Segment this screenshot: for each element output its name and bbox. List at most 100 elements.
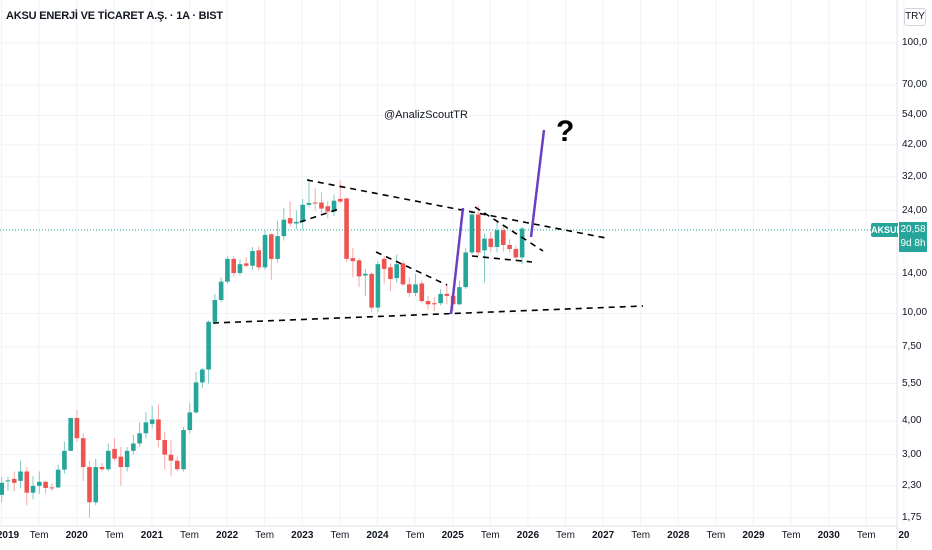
candle-body xyxy=(488,238,494,247)
time-tick-label: Tem xyxy=(480,530,500,541)
candle-body xyxy=(137,433,142,444)
candle xyxy=(74,409,80,442)
candle xyxy=(381,255,387,284)
projection-line-future[interactable] xyxy=(529,129,546,238)
candle xyxy=(206,320,211,384)
candle-body xyxy=(281,219,287,237)
candle-body xyxy=(507,244,512,249)
time-tick-label: 2027 xyxy=(591,530,615,541)
candle xyxy=(5,476,11,492)
price-tick-label: 5,50 xyxy=(902,377,922,389)
candle-body xyxy=(494,230,500,247)
candle xyxy=(262,230,268,270)
candle-body xyxy=(438,293,443,304)
time-tick-label: 2030 xyxy=(817,530,840,541)
candle-body xyxy=(513,248,519,258)
time-tick-label: Tem xyxy=(781,530,801,541)
candle xyxy=(0,477,4,503)
candle xyxy=(187,403,193,434)
price-tick-label: 4,00 xyxy=(902,414,922,426)
candle-body xyxy=(482,238,487,251)
price-tick-label: 70,00 xyxy=(902,78,928,90)
candle xyxy=(325,201,331,219)
candle-body xyxy=(381,258,387,269)
candle xyxy=(425,295,431,310)
candle xyxy=(394,254,400,283)
candle-body xyxy=(174,460,180,470)
candle-body xyxy=(312,202,318,204)
trendline-2024-descending[interactable] xyxy=(375,251,448,286)
candle xyxy=(105,443,111,472)
candle-body xyxy=(162,439,168,455)
symbol-label: AKSUE xyxy=(871,223,903,237)
candle xyxy=(143,412,149,439)
candle-body xyxy=(419,283,425,302)
candle xyxy=(112,438,117,461)
candle xyxy=(482,233,487,283)
candle-body xyxy=(206,321,211,370)
trendline-lower-support[interactable] xyxy=(212,305,644,324)
price-tick-label: 10,00 xyxy=(902,307,928,319)
candle-body xyxy=(325,206,331,212)
candle xyxy=(174,456,180,472)
trendline-2023-rising[interactable] xyxy=(299,208,340,223)
trendlines[interactable] xyxy=(212,179,644,324)
candle-body xyxy=(105,450,111,470)
candle-body xyxy=(118,456,124,468)
trendline-upper-descending[interactable] xyxy=(306,179,607,239)
candle xyxy=(99,462,105,472)
price-tick-label: 32,00 xyxy=(902,170,928,182)
candle xyxy=(507,239,512,253)
time-tick-label: 2021 xyxy=(140,530,164,541)
candle xyxy=(287,201,293,227)
time-tick-label: 2024 xyxy=(366,530,389,541)
price-tick-label: 100,0 xyxy=(902,37,928,48)
projection-line-past[interactable] xyxy=(449,207,465,315)
candle xyxy=(469,210,475,255)
candle xyxy=(312,188,318,211)
time-tick-label: 2025 xyxy=(441,530,464,541)
candle xyxy=(350,248,356,278)
candle-body xyxy=(187,412,193,431)
time-tick-label: Tem xyxy=(556,530,575,541)
candle-body xyxy=(475,214,481,253)
candle xyxy=(463,247,468,290)
candle-body xyxy=(350,258,356,262)
candle-body xyxy=(231,258,236,273)
candle-body xyxy=(519,228,525,258)
candle xyxy=(30,476,36,500)
candle-body xyxy=(55,469,61,488)
candle xyxy=(43,480,48,494)
candle-body xyxy=(469,214,475,253)
candle-body xyxy=(319,202,324,209)
candle-body xyxy=(237,264,243,273)
candle xyxy=(137,422,142,448)
candle-body xyxy=(200,369,205,383)
candle-body xyxy=(112,448,117,459)
candle-body xyxy=(212,300,218,322)
candle-body xyxy=(43,481,48,488)
candle xyxy=(149,405,155,429)
question-mark-annotation[interactable]: ? xyxy=(556,115,575,148)
time-tick-label: Tem xyxy=(255,530,275,541)
candle xyxy=(243,257,249,268)
trendline-flag-top[interactable] xyxy=(474,206,544,252)
projection-lines[interactable] xyxy=(449,129,546,315)
currency-button[interactable]: TRY xyxy=(904,8,926,26)
candle-body xyxy=(432,303,437,305)
candle xyxy=(225,255,230,284)
candle-body xyxy=(131,443,136,451)
candle-body xyxy=(388,267,393,279)
candle-body xyxy=(143,422,149,434)
candle-body xyxy=(363,273,368,276)
candle xyxy=(281,208,287,241)
candle-body xyxy=(275,236,280,259)
candle xyxy=(80,433,86,481)
candle xyxy=(356,258,362,288)
watermark-text: @AnalizScoutTR xyxy=(384,109,468,121)
candles xyxy=(0,178,525,518)
candle xyxy=(131,434,136,455)
candle-body xyxy=(218,281,224,301)
candle-body xyxy=(68,417,73,451)
